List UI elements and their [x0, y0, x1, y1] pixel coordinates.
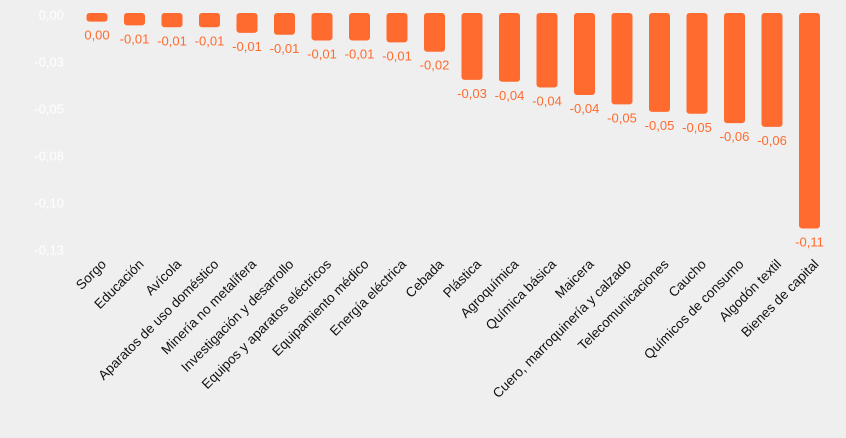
bar: [461, 13, 483, 80]
bar: [86, 13, 108, 22]
bar: [499, 13, 520, 82]
x-tick-label: Química básica: [483, 256, 560, 333]
bar: [236, 13, 258, 33]
bar: [311, 13, 333, 41]
data-label: -0,01: [307, 46, 337, 61]
bar: [649, 13, 670, 112]
data-label: -0,02: [420, 58, 450, 73]
y-tick-label: 0,00: [39, 7, 64, 22]
bar: [274, 13, 295, 35]
bar: [799, 13, 820, 229]
data-label: -0,11: [795, 234, 824, 249]
bar: [574, 13, 595, 95]
bar: [199, 13, 220, 28]
bar: [161, 13, 183, 28]
bar: [761, 13, 783, 127]
bar: [611, 13, 633, 105]
data-label: -0,06: [720, 129, 750, 144]
data-label: -0,04: [570, 101, 600, 116]
data-label: -0,01: [195, 33, 225, 48]
bar: [349, 13, 370, 41]
data-label: -0,05: [682, 120, 712, 135]
data-label: 0,00: [84, 28, 109, 43]
bar: [686, 13, 708, 114]
x-tick-label: Cuero, marroquinería y calzado: [490, 257, 634, 401]
data-label: -0,01: [232, 39, 262, 54]
bar: [124, 13, 145, 26]
bar: [386, 13, 408, 43]
data-label: -0,01: [382, 48, 412, 63]
x-tick-label: Cebada: [403, 256, 447, 300]
y-axis: 0,00 -0,03 -0,05 -0,08 -0,10 -0,13: [34, 7, 64, 257]
y-tick-label: -0,03: [34, 54, 64, 69]
data-label: -0,01: [345, 46, 375, 61]
bars: [86, 13, 820, 229]
data-label: -0,01: [120, 31, 150, 46]
x-tick-label: Sorgo: [73, 257, 109, 293]
bar: [724, 13, 745, 124]
y-tick-label: -0,08: [34, 148, 64, 163]
data-label: -0,04: [495, 88, 525, 103]
data-label: -0,01: [270, 41, 300, 56]
data-label: -0,03: [457, 86, 487, 101]
data-label: -0,05: [607, 110, 637, 125]
data-label: -0,06: [757, 133, 787, 148]
y-tick-label: -0,13: [34, 242, 64, 257]
data-labels: 0,00 -0,01 -0,01 -0,01 -0,01 -0,01 -0,01 -0,01-…: [84, 28, 823, 250]
y-tick-label: -0,05: [34, 101, 64, 116]
bar: [424, 13, 445, 52]
data-label: -0,04: [532, 93, 562, 108]
y-tick-label: -0,10: [34, 195, 64, 210]
data-label: -0,01: [157, 33, 187, 48]
data-label: -0,05: [645, 118, 675, 133]
bar: [536, 13, 558, 88]
